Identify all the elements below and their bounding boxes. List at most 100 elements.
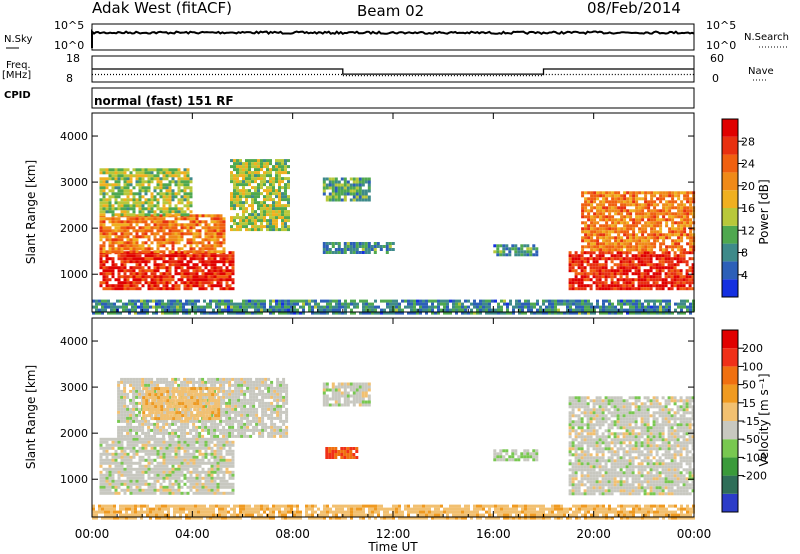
- heatmap-cell: [147, 398, 151, 402]
- heatmap-cell: [183, 275, 187, 279]
- heatmap-cell: [117, 244, 121, 248]
- heatmap-cell: [266, 198, 269, 202]
- heatmap-cell: [334, 251, 338, 254]
- heatmap-cell: [168, 479, 172, 483]
- heatmap-cell: [171, 488, 175, 492]
- heatmap-cell: [129, 177, 133, 181]
- heatmap-cell: [132, 186, 136, 190]
- heatmap-cell: [176, 311, 179, 315]
- heatmap-cell: [204, 482, 208, 486]
- heatmap-cell: [611, 308, 614, 312]
- heatmap-cell: [577, 260, 581, 264]
- heatmap-cell: [278, 180, 281, 184]
- heatmap-cell: [613, 269, 617, 273]
- heatmap-cell: [367, 248, 371, 251]
- heatmap-cell: [269, 186, 272, 190]
- heatmap-cell: [571, 266, 575, 270]
- heatmap-cell: [683, 302, 686, 306]
- heatmap-cell: [485, 299, 488, 303]
- heatmap-cell: [245, 183, 248, 187]
- heatmap-cell: [204, 220, 208, 224]
- heatmap-cell: [138, 392, 142, 396]
- heatmap-cell: [239, 174, 242, 178]
- heatmap-cell: [117, 386, 121, 390]
- heatmap-cell: [679, 272, 683, 276]
- heatmap-cell: [153, 260, 157, 264]
- heatmap-cell: [611, 221, 615, 225]
- heatmap-cell: [334, 177, 338, 181]
- heatmap-cell: [641, 245, 645, 249]
- heatmap-cell: [219, 223, 223, 227]
- heatmap-cell: [108, 226, 112, 230]
- heatmap-cell: [590, 227, 594, 231]
- heatmap-cell: [165, 419, 169, 423]
- heatmap-cell: [213, 263, 217, 267]
- heatmap-cell: [210, 278, 214, 282]
- heatmap-cell: [225, 272, 229, 276]
- heatmap-cell: [337, 245, 341, 248]
- heatmap-cell: [177, 278, 181, 282]
- heatmap-cell: [626, 227, 630, 231]
- heatmap-cell: [194, 299, 197, 303]
- heatmap-cell: [361, 177, 365, 181]
- heatmap-cell: [153, 482, 157, 486]
- heatmap-cell: [156, 198, 160, 202]
- heatmap-cell: [652, 278, 656, 282]
- heatmap-cell: [135, 220, 139, 224]
- heatmap-cell: [275, 204, 278, 208]
- heatmap-cell: [619, 278, 623, 282]
- heatmap-cell: [126, 434, 130, 438]
- heatmap-cell: [518, 299, 521, 303]
- heatmap-cell: [281, 162, 284, 166]
- heatmap-cell: [168, 263, 172, 267]
- heatmap-cell: [141, 419, 145, 423]
- heatmap-cell: [665, 233, 669, 237]
- heatmap-cell: [631, 272, 635, 276]
- heatmap-cell: [233, 189, 236, 193]
- heatmap-cell: [242, 219, 245, 223]
- heatmap-cell: [670, 278, 674, 282]
- heatmap-cell: [635, 203, 639, 207]
- heatmap-cell: [147, 440, 151, 444]
- heatmap-cell: [527, 302, 530, 306]
- heatmap-cell: [523, 253, 527, 257]
- heatmap-cell: [577, 287, 581, 291]
- heatmap-cell: [198, 220, 202, 224]
- heatmap-cell: [583, 251, 587, 255]
- heatmap-cell: [105, 275, 109, 279]
- heatmap-cell: [108, 174, 112, 178]
- heatmap-cell: [638, 305, 641, 309]
- heatmap-cell: [162, 458, 166, 462]
- heatmap-cell: [92, 305, 95, 309]
- heatmap-cell: [156, 413, 160, 417]
- heatmap-cell: [248, 174, 251, 178]
- heatmap-cell: [117, 401, 121, 405]
- heatmap-cell: [373, 248, 377, 251]
- heatmap-cell: [108, 473, 112, 477]
- heatmap-cell: [198, 473, 202, 477]
- heatmap-cell: [189, 470, 193, 474]
- heatmap-cell: [126, 229, 130, 233]
- heatmap-cell: [213, 449, 217, 453]
- heatmap-cell: [281, 165, 284, 169]
- heatmap-cell: [203, 311, 206, 315]
- heatmap-cell: [171, 171, 175, 175]
- heatmap-cell: [508, 247, 512, 251]
- heatmap-cell: [520, 253, 524, 257]
- heatmap-cell: [126, 437, 130, 441]
- heatmap-cell: [144, 192, 148, 196]
- heatmap-cell: [470, 308, 473, 312]
- heatmap-cell: [604, 281, 608, 285]
- heatmap-cell: [515, 299, 518, 303]
- heatmap-cell: [272, 165, 275, 169]
- heatmap-cell: [233, 177, 236, 181]
- heatmap-cell: [638, 230, 642, 234]
- heatmap-cell: [105, 217, 109, 221]
- heatmap-cell: [108, 470, 112, 474]
- heatmap-cell: [174, 428, 178, 432]
- heatmap-cell: [144, 458, 148, 462]
- heatmap-cell: [216, 476, 220, 480]
- heatmap-cell: [177, 479, 181, 483]
- heatmap-cell: [263, 213, 266, 217]
- heatmap-cell: [325, 195, 329, 199]
